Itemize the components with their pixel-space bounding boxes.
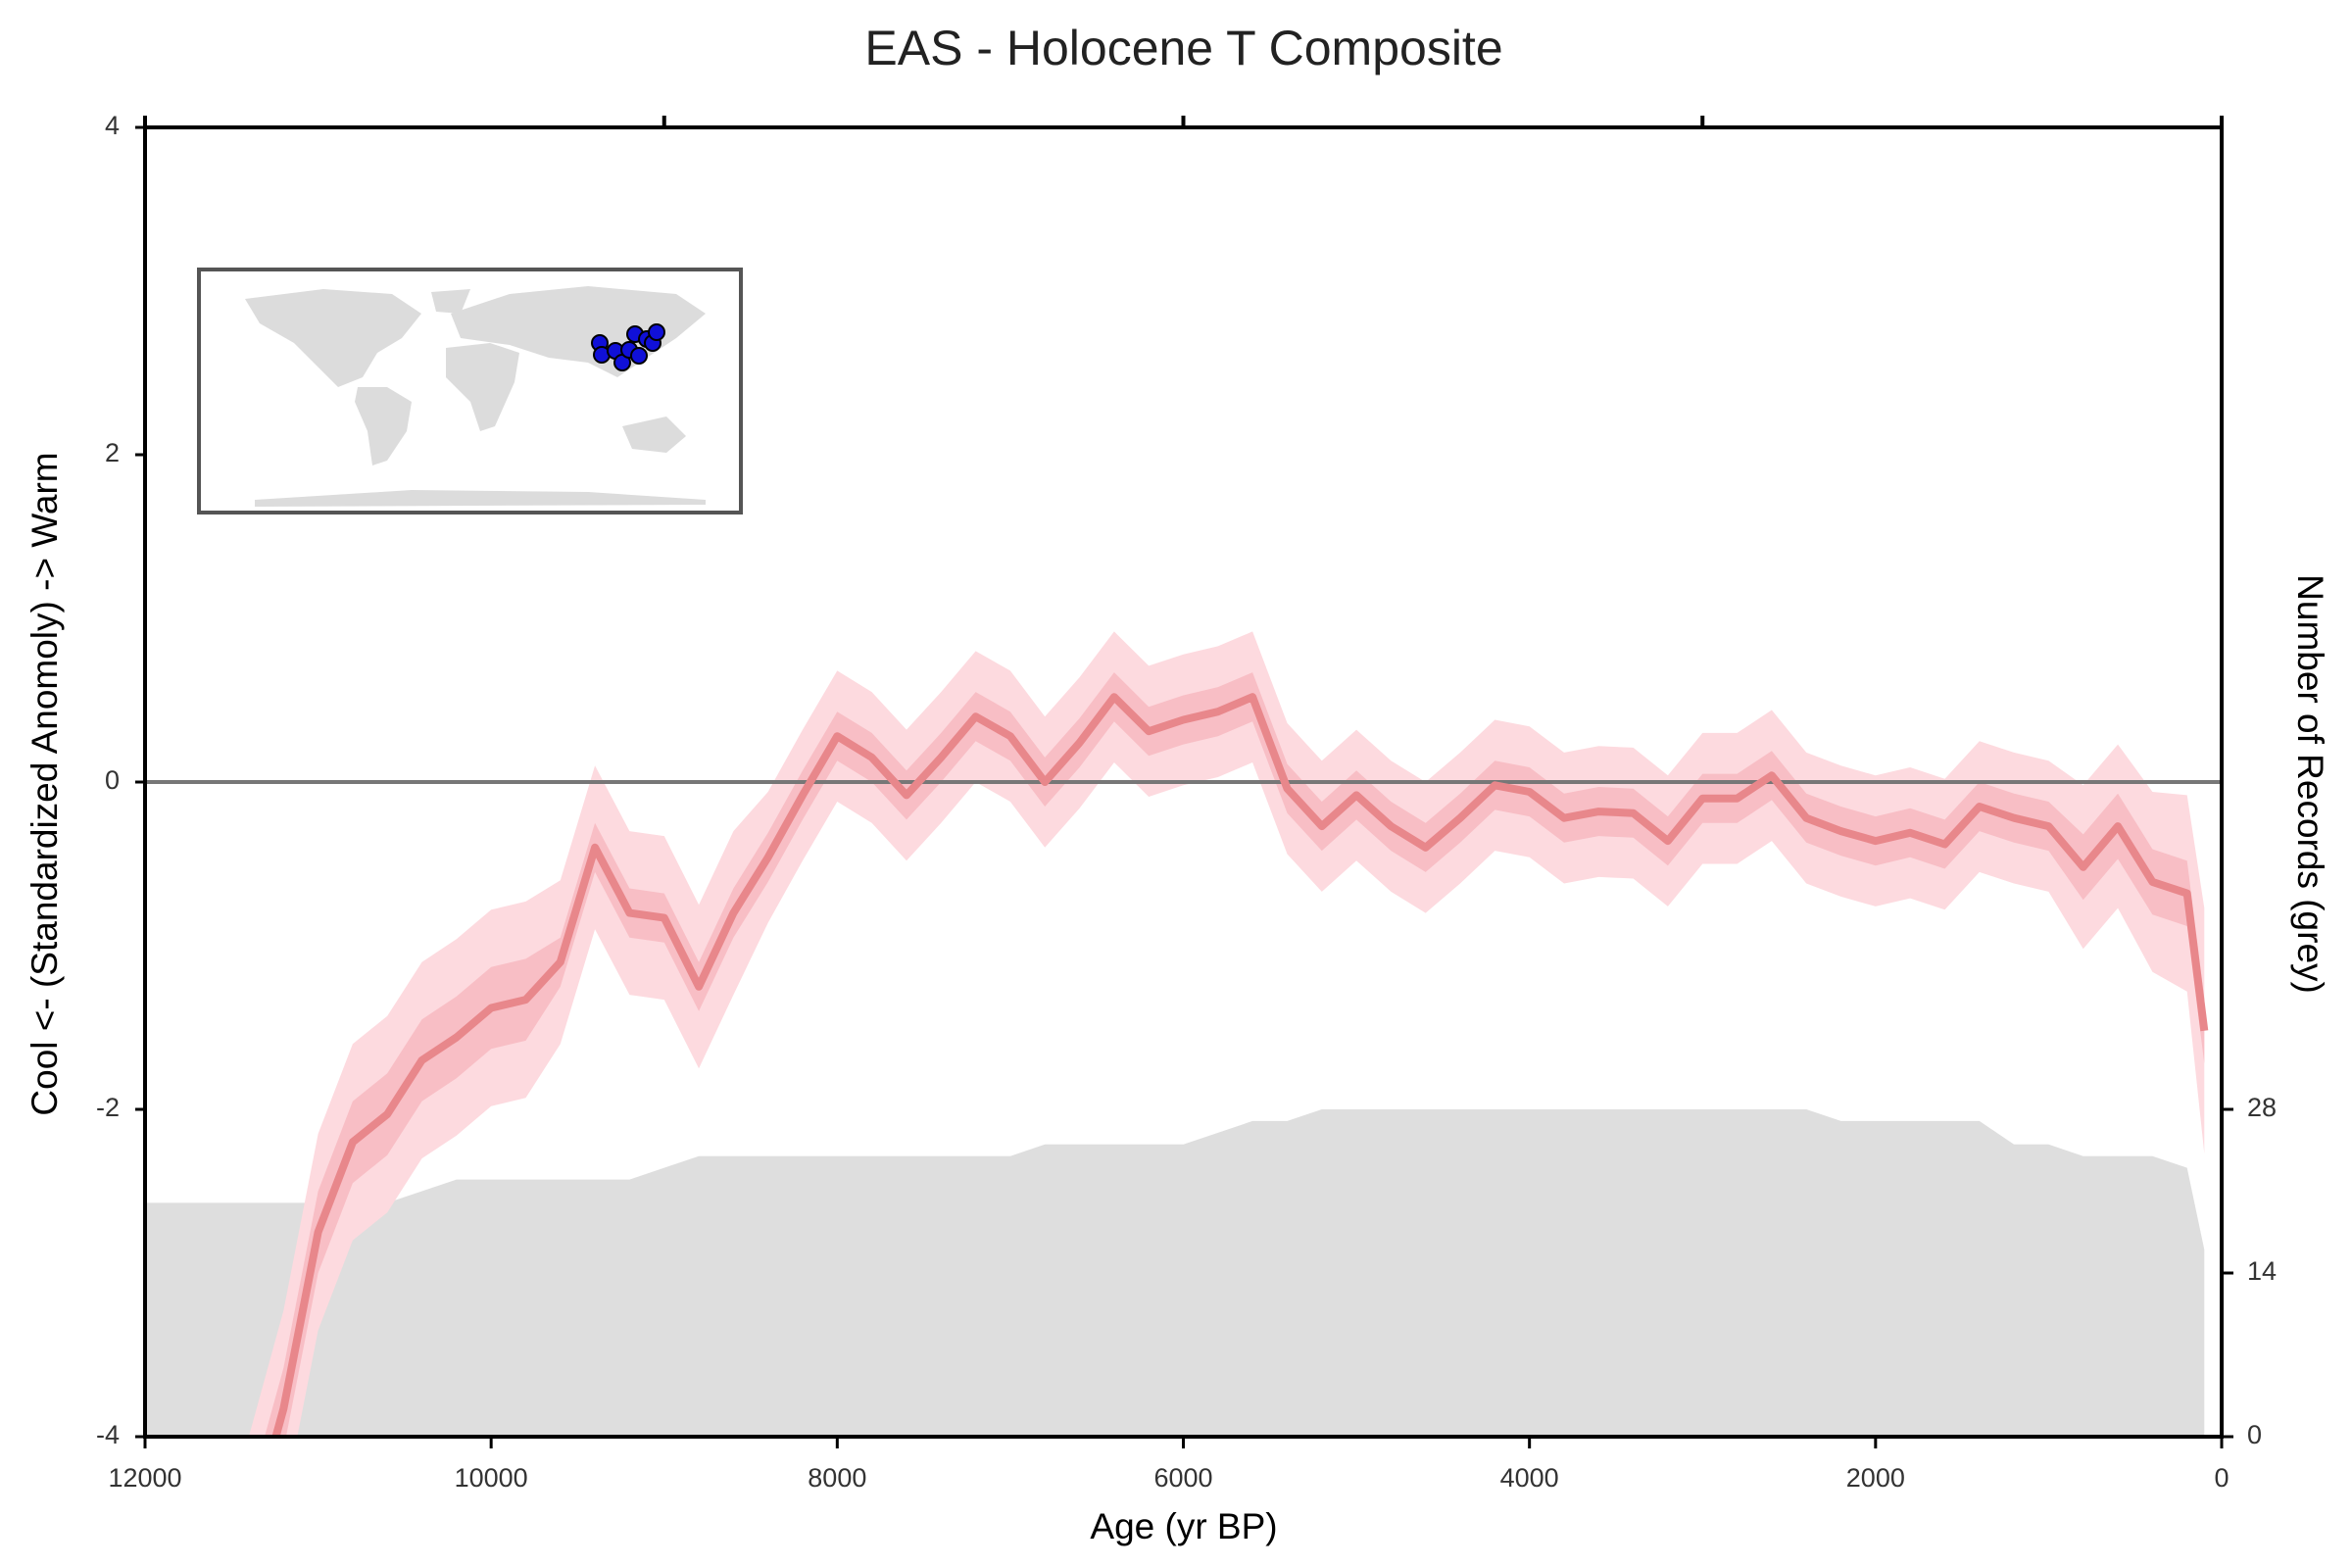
australia	[622, 416, 686, 453]
x-tick-label: 2000	[1846, 1463, 1905, 1493]
y-tick-label: 4	[105, 111, 120, 140]
uncertainty-band	[248, 631, 2205, 1437]
x-tick-label: 0	[2214, 1463, 2229, 1493]
plot-layer	[145, 631, 2222, 1437]
map-inset	[197, 268, 743, 514]
antarctica	[255, 490, 706, 507]
y2-axis-label: Number of Records (grey)	[2290, 574, 2330, 994]
y-tick-label: 2	[105, 438, 120, 467]
site-markers	[591, 323, 665, 371]
x-tick-label: 10000	[455, 1463, 528, 1493]
y-tick-label: -4	[96, 1420, 120, 1449]
y-tick-label: -2	[96, 1093, 120, 1122]
y-axis-label: Cool <- (Standardized Anomoly) -> Warm	[24, 452, 65, 1115]
south-america	[355, 387, 412, 466]
chart-title: EAS - Holocene T Composite	[864, 21, 1502, 75]
x-axis-label: Age (yr BP)	[1090, 1506, 1277, 1546]
x-tick-label: 12000	[108, 1463, 181, 1493]
north-america	[245, 289, 421, 387]
x-tick-label: 8000	[808, 1463, 866, 1493]
uncertainty-band	[265, 672, 2205, 1437]
site	[648, 323, 665, 341]
y2-tick-label: 14	[2247, 1256, 2277, 1286]
x-tick-label: 4000	[1500, 1463, 1559, 1493]
y2-tick-label: 0	[2247, 1420, 2262, 1449]
y2-tick-label: 28	[2247, 1093, 2277, 1122]
x-tick-label: 6000	[1153, 1463, 1212, 1493]
axes-layer: 12000 10000 8000 6000 4000 2000 0 -4 -2 0 2 4 0 14 28	[96, 111, 2277, 1493]
plot-area	[145, 631, 2222, 1437]
y-tick-label: 0	[105, 765, 120, 795]
records-area	[145, 1109, 2205, 1437]
africa	[446, 343, 519, 431]
greenland	[431, 289, 470, 314]
site	[630, 347, 648, 365]
composite-line	[271, 693, 2209, 1437]
